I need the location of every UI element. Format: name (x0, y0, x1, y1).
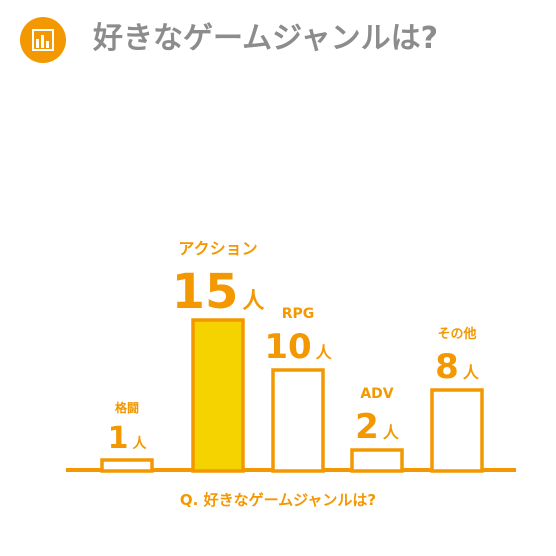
category-label-1: アクション (178, 239, 257, 258)
bar-3 (350, 448, 404, 473)
bar-2 (271, 368, 325, 473)
value-label-1: 15 人 (172, 264, 265, 320)
bar-4 (430, 388, 484, 473)
category-label-3: ADV (360, 386, 393, 402)
category-label-4: その他 (437, 326, 476, 342)
bar-1 (191, 318, 245, 473)
category-label-0: 格闘 (115, 400, 139, 415)
page-title: 好きなゲームジャンルは? (93, 21, 439, 56)
chart-question: Q. 好きなゲームジャンルは? (179, 491, 377, 509)
value-label-2: 10 人 (264, 327, 332, 367)
bar-chart-icon (20, 17, 66, 63)
bar-0 (100, 458, 154, 473)
category-label-2: RPG (282, 306, 315, 322)
